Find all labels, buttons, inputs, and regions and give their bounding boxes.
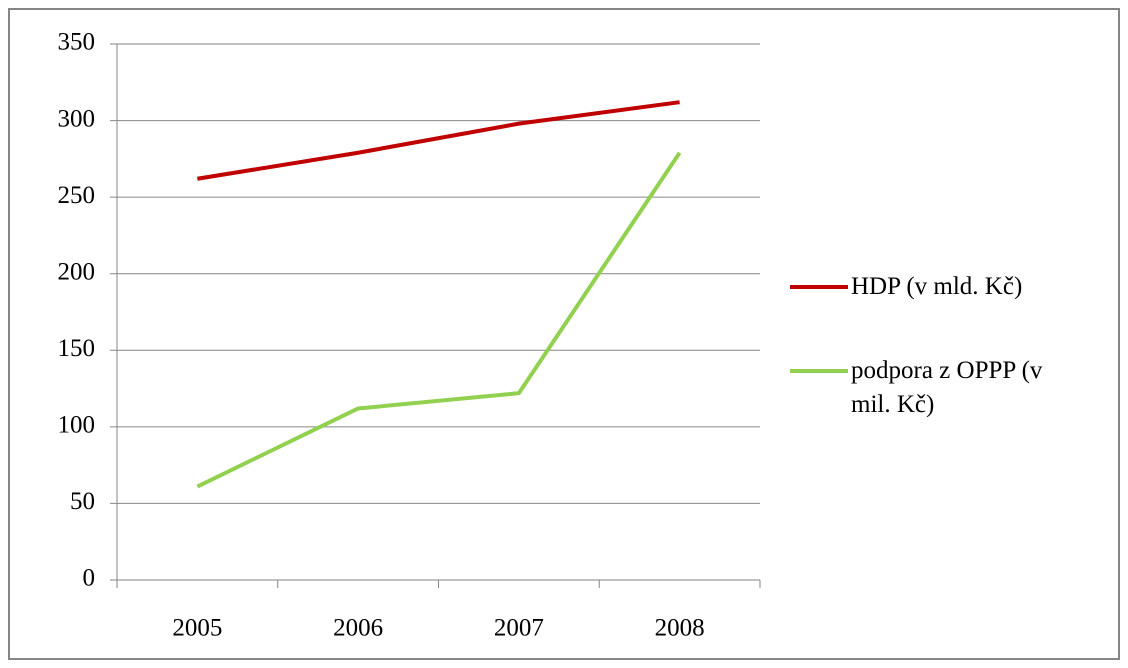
x-tick-label: 2005: [172, 615, 222, 642]
legend-label: HDP (v mld. Kč): [851, 273, 1023, 300]
y-tick-label: 200: [58, 258, 96, 285]
y-tick-label: 0: [83, 565, 96, 592]
series-line: [197, 100, 680, 181]
legend-label: podpora z OPPP (v mil. Kč): [851, 357, 1043, 418]
x-tick-label: 2008: [655, 615, 705, 642]
y-tick-label: 350: [58, 29, 96, 56]
y-tick-label: 300: [58, 105, 96, 132]
x-tick-label: 2006: [333, 615, 383, 642]
x-tick-label: 2007: [494, 615, 544, 642]
y-tick-label: 250: [58, 182, 96, 209]
y-tick-label: 150: [58, 335, 96, 362]
y-tick-label: 50: [70, 488, 95, 515]
series-line: [196, 151, 682, 489]
y-tick-label: 100: [58, 412, 96, 439]
chart-frame: [8, 8, 1120, 660]
